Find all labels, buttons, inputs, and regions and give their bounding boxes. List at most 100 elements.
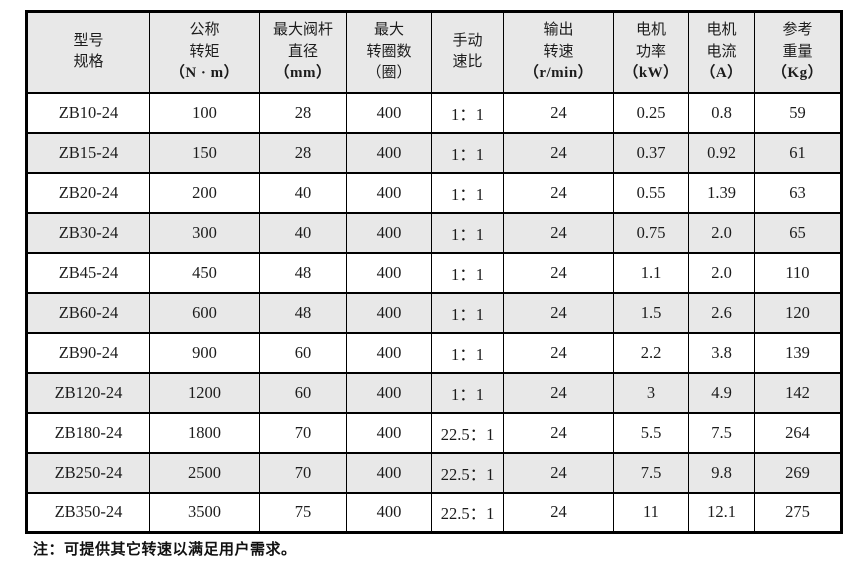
table-row-ZB45-24: ZB45-24 450 48 400 1：1 24 1.1 2.0 110 — [25, 251, 843, 294]
value-cell: 600 — [149, 291, 260, 334]
table-row-ZB250-24: ZB250-24 2500 70 400 22.5：1 24 7.5 9.8 269 — [25, 451, 843, 494]
header-line: 最大 — [373, 22, 404, 39]
header-line: 转圈数 — [366, 43, 412, 60]
header-line: 电机 — [706, 22, 737, 39]
header-cell-col2: 最大阀杆 直径 （mm） — [259, 10, 347, 94]
header-cell-col3: 最大转圈数 （圈） — [346, 10, 432, 94]
value-cell: 120 — [754, 291, 843, 334]
table-row-ZB60-24: ZB60-24 600 48 400 1：1 24 1.5 2.6 120 — [25, 291, 843, 334]
value-cell: 400 — [346, 411, 432, 454]
value-cell: 24 — [503, 251, 614, 294]
model-cell: ZB20-24 — [25, 171, 150, 214]
value-cell: 22.5：1 — [431, 451, 504, 494]
value-cell: 48 — [259, 291, 347, 334]
model-cell: ZB10-24 — [25, 91, 150, 134]
value-cell: 65 — [754, 211, 843, 254]
header-line: 手动 — [452, 32, 483, 49]
value-cell: 400 — [346, 91, 432, 134]
value-cell: 1800 — [149, 411, 260, 454]
header-cell-col4: 手动 速比 — [431, 10, 504, 94]
value-cell: 0.75 — [613, 211, 689, 254]
value-cell: 2.0 — [688, 251, 755, 294]
header-line: 公称 — [189, 22, 220, 39]
value-cell: 1：1 — [431, 251, 504, 294]
value-cell: 22.5：1 — [431, 411, 504, 454]
value-cell: 275 — [754, 491, 843, 534]
value-cell: 7.5 — [613, 451, 689, 494]
note-text: 注：可提供其它转速以满足用户需求。 — [33, 541, 297, 558]
spec-table-header: 型号 规格 公称 转矩 （N · m） 最大阀杆 直径 （mm） 最大 转圈数 （圈） 手动 速比 输出转… — [25, 10, 843, 94]
spec-table-body: ZB10-24 100 28 400 1：1 24 0.25 0.8 59 ZB15-24 150 2… — [25, 91, 843, 534]
header-line: 型号 — [73, 32, 104, 49]
header-line: 电机 — [635, 22, 666, 39]
value-cell: 9.8 — [688, 451, 755, 494]
value-cell: 24 — [503, 331, 614, 374]
value-cell: 24 — [503, 91, 614, 134]
value-cell: 400 — [346, 291, 432, 334]
value-cell: 2.0 — [688, 211, 755, 254]
value-cell: 400 — [346, 331, 432, 374]
value-cell: 269 — [754, 451, 843, 494]
table-row-ZB120-24: ZB120-24 1200 60 400 1：1 24 3 4.9 142 — [25, 371, 843, 414]
value-cell: 24 — [503, 131, 614, 174]
value-cell: 48 — [259, 251, 347, 294]
header-cell-col6: 电机 功率 （kW） — [613, 10, 689, 94]
value-cell: 400 — [346, 491, 432, 534]
header-unit: （Kg） — [771, 64, 824, 81]
table-row-ZB15-24: ZB15-24 150 28 400 1：1 24 0.37 0.92 61 — [25, 131, 843, 174]
header-line: 直径 — [287, 43, 318, 60]
value-cell: 0.55 — [613, 171, 689, 214]
value-cell: 400 — [346, 251, 432, 294]
value-cell: 40 — [259, 211, 347, 254]
value-cell: 4.9 — [688, 371, 755, 414]
header-row: 型号 规格 公称 转矩 （N · m） 最大阀杆 直径 （mm） 最大 转圈数 （圈） 手动 速比 输出转… — [25, 10, 843, 94]
value-cell: 70 — [259, 411, 347, 454]
model-cell: ZB120-24 — [25, 371, 150, 414]
value-cell: 139 — [754, 331, 843, 374]
header-line: 最大阀杆 — [272, 22, 333, 39]
table-row-ZB90-24: ZB90-24 900 60 400 1：1 24 2.2 3.8 139 — [25, 331, 843, 374]
value-cell: 24 — [503, 451, 614, 494]
value-cell: 12.1 — [688, 491, 755, 534]
value-cell: 1.39 — [688, 171, 755, 214]
value-cell: 150 — [149, 131, 260, 174]
value-cell: 1.1 — [613, 251, 689, 294]
header-cell-col8: 参考 重量 （Kg） — [754, 10, 843, 94]
header-line: 转速 — [543, 43, 574, 60]
value-cell: 110 — [754, 251, 843, 294]
header-line: 速比 — [452, 54, 483, 71]
value-cell: 24 — [503, 211, 614, 254]
header-unit: （A） — [700, 64, 743, 81]
model-cell: ZB180-24 — [25, 411, 150, 454]
header-line: 输出 — [543, 22, 574, 39]
value-cell: 1：1 — [431, 91, 504, 134]
value-cell: 900 — [149, 331, 260, 374]
value-cell: 28 — [259, 131, 347, 174]
value-cell: 264 — [754, 411, 843, 454]
value-cell: 0.8 — [688, 91, 755, 134]
header-unit: （圈） — [366, 64, 412, 81]
value-cell: 2.6 — [688, 291, 755, 334]
value-cell: 63 — [754, 171, 843, 214]
value-cell: 1200 — [149, 371, 260, 414]
value-cell: 11 — [613, 491, 689, 534]
value-cell: 100 — [149, 91, 260, 134]
value-cell: 3.8 — [688, 331, 755, 374]
header-line: 规格 — [73, 54, 104, 71]
value-cell: 60 — [259, 371, 347, 414]
header-line: 功率 — [635, 43, 666, 60]
value-cell: 1：1 — [431, 291, 504, 334]
value-cell: 70 — [259, 451, 347, 494]
header-cell-col5: 输出转速 （r/min） — [503, 10, 614, 94]
value-cell: 300 — [149, 211, 260, 254]
value-cell: 1：1 — [431, 211, 504, 254]
value-cell: 24 — [503, 291, 614, 334]
value-cell: 1.5 — [613, 291, 689, 334]
header-line: 参考 — [782, 22, 813, 39]
value-cell: 2500 — [149, 451, 260, 494]
value-cell: 2.2 — [613, 331, 689, 374]
value-cell: 60 — [259, 331, 347, 374]
value-cell: 400 — [346, 451, 432, 494]
header-unit: （r/min） — [523, 64, 594, 81]
